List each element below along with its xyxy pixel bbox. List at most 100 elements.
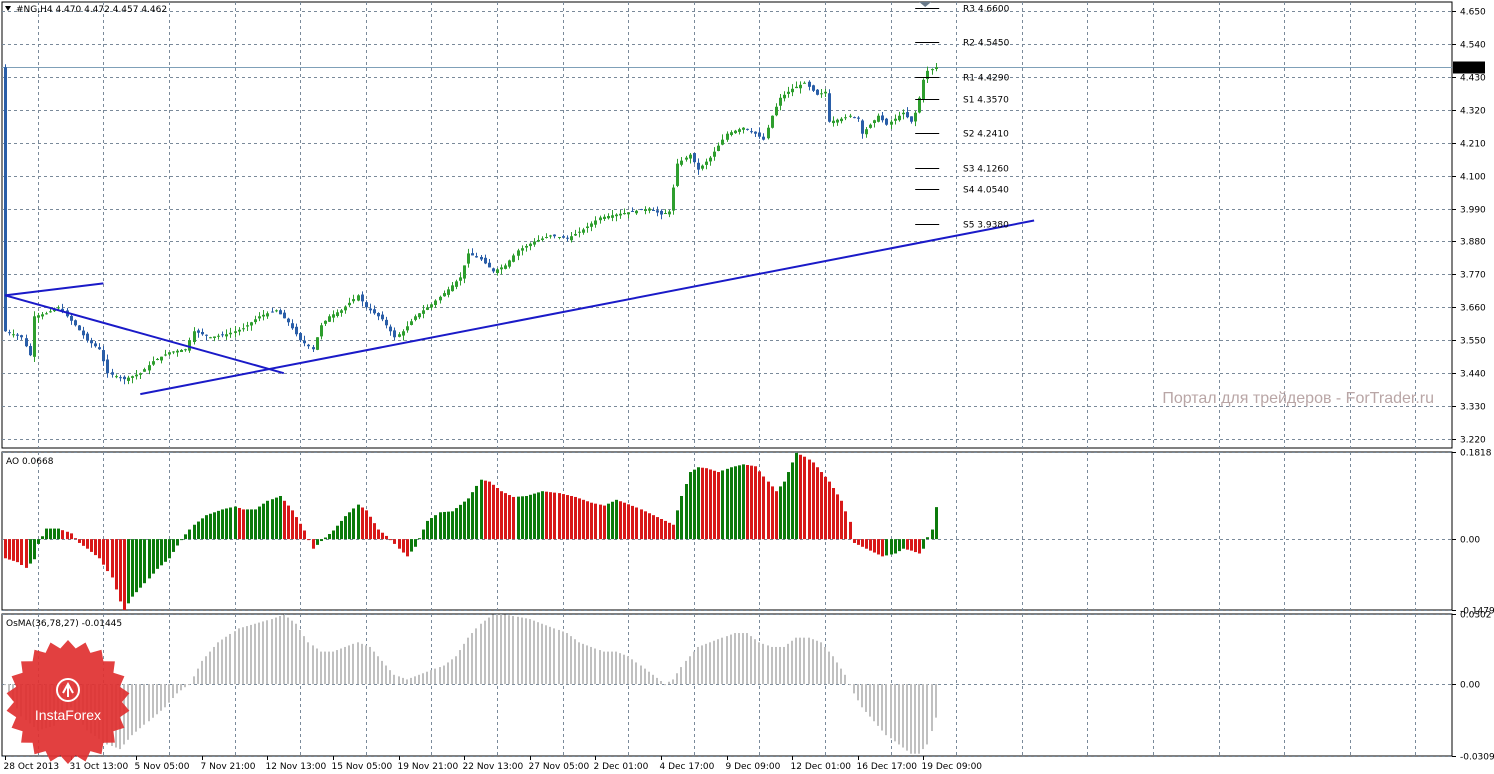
- osma-bar: [299, 629, 301, 685]
- osma-bar: [447, 662, 449, 685]
- ao-bar: [119, 539, 122, 602]
- ao-bar: [652, 515, 655, 540]
- candle-body: [115, 376, 118, 378]
- candle-body: [451, 285, 454, 292]
- ao-bar: [426, 520, 429, 540]
- ao-bar: [201, 518, 204, 540]
- candle-body: [172, 351, 175, 353]
- candle-body: [82, 330, 85, 336]
- ao-bar: [291, 510, 294, 540]
- ao-bar: [619, 501, 622, 540]
- osma-bar: [750, 636, 752, 685]
- osma-bar: [148, 684, 150, 722]
- osma-bar: [508, 615, 510, 685]
- candle-body: [303, 340, 306, 344]
- osma-bar: [537, 622, 539, 685]
- osma-bar: [131, 684, 133, 736]
- osma-bar: [836, 662, 838, 685]
- osma-bar: [885, 684, 887, 736]
- ao-bar: [906, 539, 909, 550]
- ao-bar: [111, 539, 114, 578]
- candle-body: [225, 334, 228, 337]
- support-trend-line[interactable]: [140, 219, 1035, 396]
- candle-body: [832, 120, 835, 124]
- osma-bar: [156, 684, 158, 715]
- candle-body: [709, 157, 712, 162]
- candle-body: [33, 316, 36, 357]
- ao-bar: [844, 511, 847, 540]
- ao-bar: [914, 539, 917, 553]
- osma-bar: [746, 633, 748, 685]
- ao-bar: [422, 529, 425, 540]
- candle-body: [152, 361, 155, 365]
- candle-body: [90, 340, 93, 344]
- candle-body: [295, 326, 298, 335]
- candle-body: [680, 160, 683, 165]
- watermark-text: Портал для трейдеров - ForTrader.ru: [1162, 390, 1434, 407]
- candle-body: [931, 69, 934, 71]
- osma-bar: [762, 643, 764, 685]
- osma-bar: [316, 648, 318, 685]
- candle-body: [771, 115, 774, 128]
- osma-bar: [697, 646, 699, 685]
- osma-bar: [668, 681, 670, 685]
- candle-body: [721, 139, 724, 145]
- ao-bar: [488, 481, 491, 540]
- candle-body: [750, 131, 753, 133]
- ao-bar: [443, 511, 446, 540]
- candle-body: [447, 289, 450, 295]
- ao-bar: [627, 504, 630, 540]
- symbol-dropdown-icon[interactable]: [5, 6, 11, 11]
- candle-body: [640, 208, 643, 211]
- candle-body: [533, 241, 536, 245]
- candle-body: [791, 88, 794, 93]
- osma-bar: [504, 614, 506, 685]
- candle-body: [574, 233, 577, 236]
- osma-bar: [574, 639, 576, 685]
- price-axis-label: 3.440: [1460, 370, 1486, 380]
- ao-bar: [336, 525, 339, 540]
- descending-line[interactable]: [4, 294, 285, 375]
- ao-bar: [529, 494, 532, 540]
- time-axis-label: 16 Dec 17:00: [857, 762, 918, 772]
- pivot-label-s3: S3 4.1260: [963, 165, 1009, 175]
- ao-bar: [365, 510, 368, 540]
- ao-bar: [205, 515, 208, 540]
- ao-bar: [922, 539, 925, 549]
- candle-body: [488, 262, 491, 268]
- osma-bar: [291, 620, 293, 685]
- time-axis-label: 27 Nov 05:00: [529, 762, 590, 772]
- ao-axis-label: -0.1479: [1460, 607, 1494, 617]
- osma-bar: [389, 670, 391, 685]
- time-axis-label: 19 Dec 09:00: [922, 762, 983, 772]
- candle-body: [701, 165, 704, 169]
- candle-body: [348, 302, 351, 306]
- osma-axis-label: -0.03098: [1460, 753, 1494, 763]
- ao-bar: [873, 539, 876, 553]
- ao-bar: [287, 505, 290, 540]
- fan-line[interactable]: [4, 282, 104, 297]
- price-axis-label: 3.990: [1460, 206, 1486, 216]
- osma-bar: [701, 645, 703, 685]
- ao-bar: [307, 539, 310, 541]
- candle-body: [693, 153, 696, 163]
- osma-bar: [586, 645, 588, 685]
- osma-bar: [361, 643, 363, 685]
- candle-body: [607, 216, 610, 219]
- osma-bar: [545, 625, 547, 685]
- candle-body: [861, 120, 864, 134]
- candle-body: [508, 260, 511, 267]
- candle-body: [4, 67, 7, 332]
- pivot-label-r2: R2 4.5450: [963, 39, 1010, 49]
- osma-bar: [352, 643, 354, 685]
- ao-bar: [303, 530, 306, 540]
- candle-body: [496, 269, 499, 273]
- candle-body: [590, 223, 593, 227]
- pivot-label-s5: S5 3.9380: [963, 221, 1009, 231]
- ao-bar: [746, 465, 749, 540]
- candle-body: [135, 374, 138, 377]
- osma-bar: [393, 674, 395, 685]
- osma-bar: [271, 619, 273, 685]
- osma-bar: [430, 670, 432, 685]
